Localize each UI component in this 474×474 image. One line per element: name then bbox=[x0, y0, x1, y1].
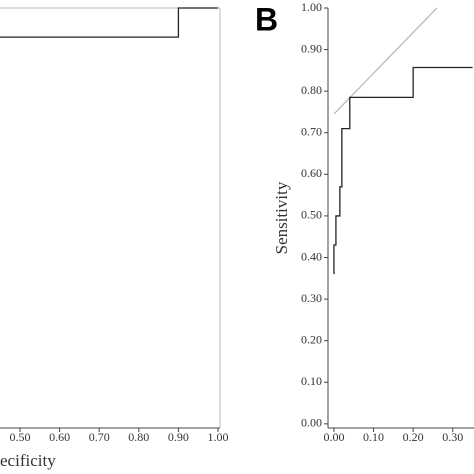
y-tick-label: 0.20 bbox=[301, 332, 322, 346]
y-tick-label: 0.10 bbox=[301, 374, 322, 388]
y-tick-label: 0.60 bbox=[301, 166, 322, 180]
roc-line bbox=[333, 66, 473, 275]
y-tick-label: 0.80 bbox=[301, 83, 322, 97]
x-axis-label: ecificity bbox=[0, 451, 56, 470]
x-tick-label: 0.10 bbox=[363, 430, 384, 444]
y-tick-label: 0.50 bbox=[301, 208, 322, 222]
roc-line bbox=[333, 7, 438, 115]
x-tick-label: 0.60 bbox=[49, 430, 70, 444]
y-tick-label: 1.00 bbox=[301, 0, 322, 14]
y-tick-label: 0.00 bbox=[301, 416, 322, 430]
x-tick-label: 0.30 bbox=[442, 430, 463, 444]
x-tick-label: 0.70 bbox=[89, 430, 110, 444]
roc-line bbox=[0, 7, 219, 38]
x-tick-label: 0.20 bbox=[403, 430, 424, 444]
x-tick-label: 0.90 bbox=[168, 430, 189, 444]
y-tick-label: 0.40 bbox=[301, 249, 322, 263]
panel-label: B bbox=[255, 1, 278, 37]
x-tick-label: 0.50 bbox=[9, 430, 30, 444]
x-tick-label: 0.80 bbox=[128, 430, 149, 444]
y-tick-label: 0.90 bbox=[301, 41, 322, 55]
y-tick-label: 0.70 bbox=[301, 125, 322, 139]
y-tick-label: 0.30 bbox=[301, 291, 322, 305]
y-axis-label: Sensitivity bbox=[272, 181, 291, 254]
x-tick-label: 0.00 bbox=[323, 430, 344, 444]
x-tick-label: 1.00 bbox=[208, 430, 229, 444]
